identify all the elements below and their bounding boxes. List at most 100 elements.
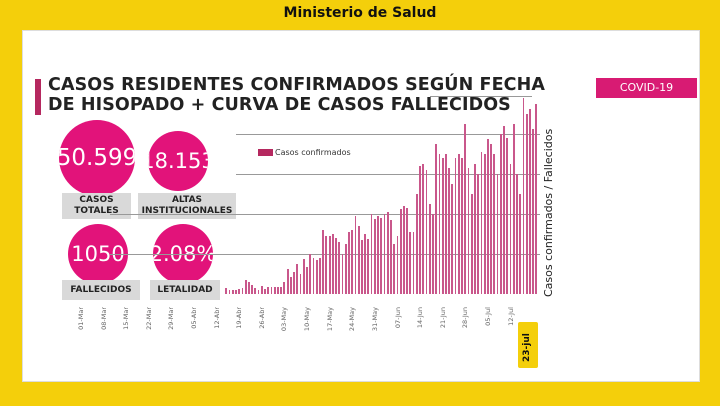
bar-28-May xyxy=(364,234,367,294)
bar-01-Jun xyxy=(377,216,379,294)
bar-11-Jun xyxy=(409,232,412,294)
bar-15-Jun xyxy=(422,164,425,294)
bar-27-Jun xyxy=(461,158,463,294)
y-axis-label: Casos confirmados / Fallecidos xyxy=(542,128,555,297)
deaths-label: FALLECIDOS xyxy=(62,280,140,300)
bar-09-Jul xyxy=(499,134,502,294)
x-tick-label: 26-Abr xyxy=(257,307,266,329)
bar-20-Jul xyxy=(535,104,538,294)
bar-27-May xyxy=(361,240,363,294)
label-line: TOTALES xyxy=(74,206,119,216)
bar-21-May xyxy=(341,254,344,294)
bar-31-May xyxy=(373,219,376,294)
bar-07-Jun xyxy=(396,236,399,294)
bar-02-Jun xyxy=(380,218,383,294)
bar-17-Abr xyxy=(231,290,234,294)
x-tick-label: 24-May xyxy=(348,307,357,332)
bar-12-May xyxy=(312,258,315,294)
bar-18-Jul xyxy=(528,109,531,294)
total-cases-label: CASOS TOTALES xyxy=(62,193,131,219)
bar-18-Jun xyxy=(432,214,434,294)
x-tick-label: 31-May xyxy=(370,307,379,332)
bar-14-Jun xyxy=(419,166,421,294)
ministry-header: Ministerio de Salud xyxy=(283,5,437,21)
x-tick-label: 07-Jun xyxy=(393,307,402,329)
bar-29-May xyxy=(367,239,370,294)
bar-03-Jul xyxy=(480,152,483,294)
bar-20-Abr xyxy=(241,288,244,294)
lethality-label: LETALIDAD xyxy=(150,280,220,300)
covid-badge: COVID-19 xyxy=(596,78,697,98)
x-tick-label: 28-Jun xyxy=(461,307,470,329)
x-tick-label: 01-Mar xyxy=(77,307,85,330)
x-tick-label: 29-Mar xyxy=(167,307,176,330)
label-line: CASOS xyxy=(79,195,114,205)
bar-06-Jul xyxy=(490,144,492,294)
title-line-2: DE HISOPADO + CURVA DE CASOS FALLECIDOS xyxy=(48,95,511,115)
bar-15-Jul xyxy=(519,194,522,294)
label-line: ALTAS xyxy=(171,195,203,205)
bar-27-Abr xyxy=(264,289,266,294)
bar-26-May xyxy=(357,226,360,294)
bar-21-Abr xyxy=(244,280,247,294)
discharges-value: 18.153 xyxy=(148,149,208,173)
bar-19-May xyxy=(335,238,337,294)
bar-03-May xyxy=(283,282,286,294)
bar-30-Jun xyxy=(470,194,473,294)
bar-09-Jun xyxy=(403,206,405,294)
x-tick-label: 12-Abr xyxy=(212,307,221,329)
x-tick-label: 17-May xyxy=(325,307,334,332)
bar-23-Abr xyxy=(251,285,253,294)
x-tick-label: 14-Jun xyxy=(416,307,425,329)
x-tick-label: 10-May xyxy=(303,307,312,332)
discharges-circle: 18.153 xyxy=(148,131,208,191)
bar-29-Jun xyxy=(467,168,470,294)
legend-swatch xyxy=(258,149,273,156)
gridline xyxy=(236,174,540,175)
current-date-label: 23-jul xyxy=(522,333,532,362)
bar-29-Abr xyxy=(270,287,273,294)
bar-22-May xyxy=(344,244,347,294)
bar-26-Abr xyxy=(260,286,263,294)
bar-10-May xyxy=(306,267,308,294)
current-date-badge: 23-jul xyxy=(518,322,538,368)
bar-09-May xyxy=(302,259,305,294)
bar-21-Jun xyxy=(441,158,444,294)
bar-26-Jun xyxy=(457,154,460,294)
bar-11-May xyxy=(309,254,312,294)
bar-19-Abr xyxy=(238,289,241,294)
gridline xyxy=(236,134,540,135)
gridline xyxy=(110,214,540,215)
bar-16-Abr xyxy=(228,290,231,294)
bar-05-Jun xyxy=(390,220,392,294)
bar-05-Jul xyxy=(486,139,489,294)
bar-28-Abr xyxy=(267,287,270,294)
chart-legend: Casos confirmados xyxy=(258,148,351,157)
bar-30-Abr xyxy=(273,287,276,294)
x-tick-label: 12-Jul xyxy=(506,307,515,326)
bar-24-May xyxy=(351,230,354,294)
total-cases-circle: 50.599 xyxy=(59,120,135,196)
bar-28-Jun xyxy=(464,124,467,294)
bar-23-Jun xyxy=(448,168,451,294)
bar-08-Jul xyxy=(496,174,499,294)
x-tick-label: 22-Mar xyxy=(144,307,153,330)
bar-30-May xyxy=(370,214,373,294)
x-tick-label: 03-May xyxy=(280,307,289,332)
bar-22-Abr xyxy=(247,282,250,294)
bar-19-Jun xyxy=(435,144,438,294)
bar-16-Jul xyxy=(522,98,525,294)
bar-18-May xyxy=(331,234,334,294)
top-rule xyxy=(430,96,532,97)
bar-19-Jul xyxy=(532,129,534,294)
bar-01-May xyxy=(277,287,279,294)
bar-04-Jun xyxy=(386,212,389,294)
bar-13-Jun xyxy=(415,194,418,294)
bar-08-May xyxy=(299,274,302,294)
bar-13-Jul xyxy=(512,124,515,294)
bar-16-May xyxy=(325,236,328,294)
bar-02-May xyxy=(280,287,283,294)
bar-07-May xyxy=(296,264,299,294)
bar-20-May xyxy=(338,242,341,294)
bar-23-May xyxy=(348,232,350,294)
